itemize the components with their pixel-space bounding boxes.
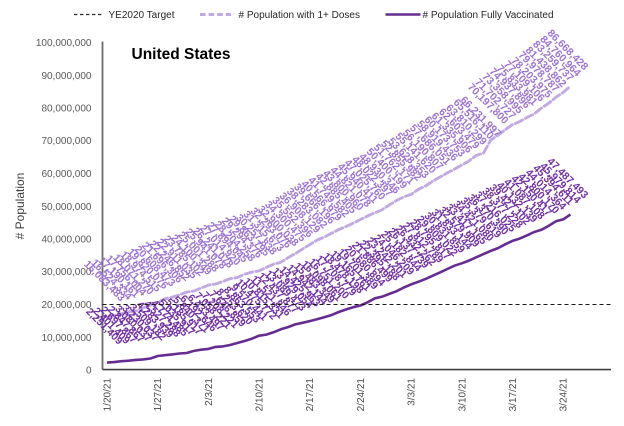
svg-text:60,000,000: 60,000,000 (41, 169, 91, 180)
svg-text:3/24/21: 3/24/21 (559, 378, 570, 412)
svg-text:3/10/21: 3/10/21 (457, 378, 468, 412)
svg-text:United States: United States (132, 46, 231, 63)
svg-text:80,000,000: 80,000,000 (41, 104, 91, 115)
svg-text:0: 0 (86, 366, 92, 377)
svg-text:# Population: # Population (13, 173, 27, 240)
svg-text:1/27/21: 1/27/21 (153, 378, 164, 412)
svg-text:90,000,000: 90,000,000 (41, 71, 91, 82)
svg-text:2/3/21: 2/3/21 (204, 378, 215, 406)
svg-text:10,000,000: 10,000,000 (41, 333, 91, 344)
svg-text:YE2020 Target: YE2020 Target (109, 10, 175, 21)
svg-text:2/10/21: 2/10/21 (255, 378, 266, 412)
svg-text:20,000,000: 20,000,000 (41, 300, 91, 311)
svg-text:30,000,000: 30,000,000 (41, 267, 91, 278)
svg-text:3/17/21: 3/17/21 (508, 378, 519, 412)
svg-text:1/20/21: 1/20/21 (103, 378, 114, 412)
svg-text:2/17/21: 2/17/21 (305, 378, 316, 412)
svg-text:# Population with 1+ Doses: # Population with 1+ Doses (239, 10, 360, 21)
svg-text:100,000,000: 100,000,000 (36, 38, 92, 49)
svg-text:3/3/21: 3/3/21 (407, 378, 418, 406)
svg-text:2/24/21: 2/24/21 (356, 378, 367, 412)
svg-text:70,000,000: 70,000,000 (41, 136, 91, 147)
svg-text:# Population Fully Vaccinated: # Population Fully Vaccinated (423, 10, 554, 21)
svg-text:50,000,000: 50,000,000 (41, 202, 91, 213)
svg-text:40,000,000: 40,000,000 (41, 235, 91, 246)
